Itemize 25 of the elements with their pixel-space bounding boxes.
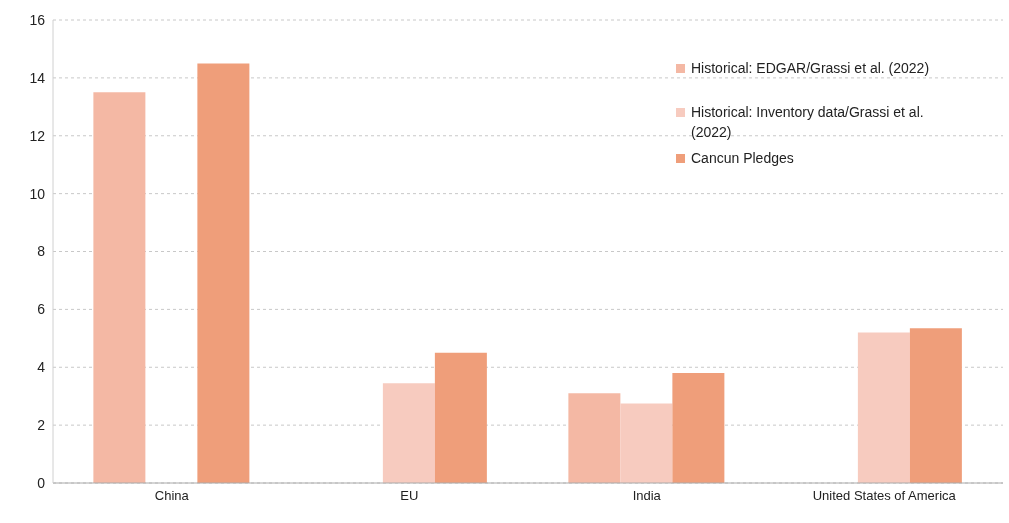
y-tick-label: 8 [37,243,46,260]
x-tick-label: China [154,488,190,504]
legend-label: Cancun Pledges [691,149,794,168]
bar [382,383,435,483]
x-tick-label: EU [400,488,419,504]
y-tick-label: 16 [29,11,46,28]
bar [909,328,962,483]
bar [672,373,725,483]
bar [857,332,910,483]
y-tick-label: 6 [37,301,46,318]
legend-label: Historical: Inventory data/Grassi et al. (2022) [691,103,925,142]
y-tick-label: 4 [37,359,46,376]
x-tick-label: United States of America [812,488,957,504]
bar [197,63,250,483]
y-tick-label: 2 [37,417,46,434]
y-tick-label: 0 [37,474,46,491]
legend-label: Historical: EDGAR/Grassi et al. (2022) [691,59,930,78]
bar [620,403,673,483]
bar [434,352,487,483]
bar [568,393,621,483]
y-tick-label: 12 [29,127,46,144]
bar [93,92,146,483]
y-tick-label: 10 [29,185,46,202]
y-tick-label: 14 [29,69,46,86]
x-tick-label: India [632,488,662,504]
